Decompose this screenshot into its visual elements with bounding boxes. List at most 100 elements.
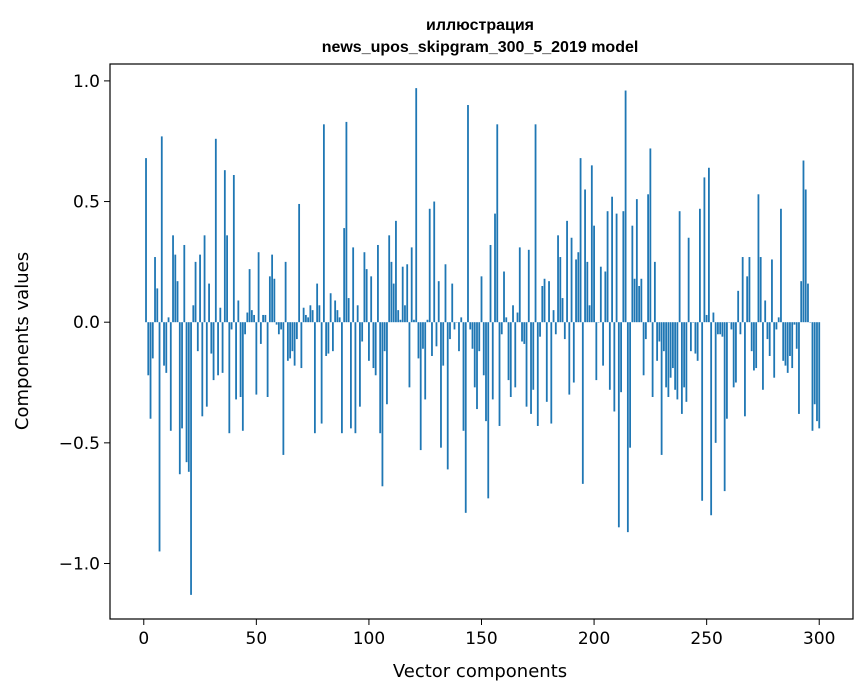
bar: [640, 279, 642, 322]
bar: [168, 317, 170, 322]
bar: [237, 300, 239, 322]
bar: [503, 272, 505, 323]
bar: [204, 235, 206, 322]
x-tick-label: 200: [578, 629, 610, 649]
bar: [246, 313, 248, 323]
bar: [445, 264, 447, 322]
bar: [532, 322, 534, 390]
plot-frame: [110, 64, 853, 619]
y-axis-label: Components values: [12, 252, 33, 430]
bar: [663, 322, 665, 351]
bar: [735, 322, 737, 382]
y-tick-label: 1.0: [73, 72, 100, 92]
bar: [501, 322, 503, 334]
bar: [744, 322, 746, 416]
bar: [400, 320, 402, 322]
bar: [433, 202, 435, 323]
bar: [163, 322, 165, 365]
bar: [420, 322, 422, 450]
bar: [508, 322, 510, 380]
bar: [557, 235, 559, 322]
bar: [332, 322, 334, 351]
bar: [253, 315, 255, 322]
bar: [242, 322, 244, 431]
bar: [667, 322, 669, 397]
bar: [652, 322, 654, 397]
bar: [638, 286, 640, 322]
bar: [449, 322, 451, 339]
bar: [447, 322, 449, 469]
bar: [690, 322, 692, 351]
bar: [397, 310, 399, 322]
bar: [573, 322, 575, 382]
bar: [296, 322, 298, 339]
bar: [222, 322, 224, 373]
bar: [152, 322, 154, 358]
bar: [467, 105, 469, 322]
bar: [575, 259, 577, 322]
bar: [791, 322, 793, 368]
bar: [771, 259, 773, 322]
bar: [147, 322, 149, 375]
bar: [600, 267, 602, 323]
bar: [318, 305, 320, 322]
bar: [343, 228, 345, 322]
bar: [710, 322, 712, 515]
bar: [753, 322, 755, 370]
bar: [607, 211, 609, 322]
bar: [719, 322, 721, 334]
bar: [183, 245, 185, 322]
bar: [192, 305, 194, 322]
bar: [208, 284, 210, 323]
bar: [571, 238, 573, 322]
bar: [577, 252, 579, 322]
bar: [418, 322, 420, 358]
bar: [665, 322, 667, 387]
x-tick-label: 100: [353, 629, 385, 649]
bar: [805, 189, 807, 322]
bar: [564, 322, 566, 339]
bar: [219, 308, 221, 322]
bar: [670, 322, 672, 378]
bar: [384, 322, 386, 351]
bar: [427, 320, 429, 322]
bar: [364, 252, 366, 322]
bar: [688, 238, 690, 322]
bar: [627, 322, 629, 532]
bar: [402, 267, 404, 323]
bar: [411, 247, 413, 322]
bar: [422, 322, 424, 349]
bar: [224, 170, 226, 322]
bar: [755, 322, 757, 368]
bar: [584, 189, 586, 322]
bar: [514, 322, 516, 387]
bar: [749, 257, 751, 322]
bar: [649, 148, 651, 322]
bar: [485, 322, 487, 421]
bar: [393, 284, 395, 323]
bar: [197, 322, 199, 351]
bar: [258, 252, 260, 322]
bar: [483, 322, 485, 375]
bar: [240, 322, 242, 397]
bar: [276, 322, 278, 324]
bar: [368, 322, 370, 361]
bar: [622, 211, 624, 322]
bar: [568, 322, 570, 394]
bar: [487, 322, 489, 498]
bar: [634, 279, 636, 322]
bar: [465, 322, 467, 513]
bar: [737, 291, 739, 322]
bar: [773, 322, 775, 378]
bar: [395, 221, 397, 322]
bar: [188, 322, 190, 472]
chart-title-line2: news_upos_skipgram_300_5_2019 model: [322, 39, 639, 56]
bar: [722, 322, 724, 336]
bar: [404, 305, 406, 322]
bar: [361, 322, 363, 341]
bar: [694, 322, 696, 353]
bar: [654, 262, 656, 322]
bar: [291, 322, 293, 351]
bar: [217, 322, 219, 375]
